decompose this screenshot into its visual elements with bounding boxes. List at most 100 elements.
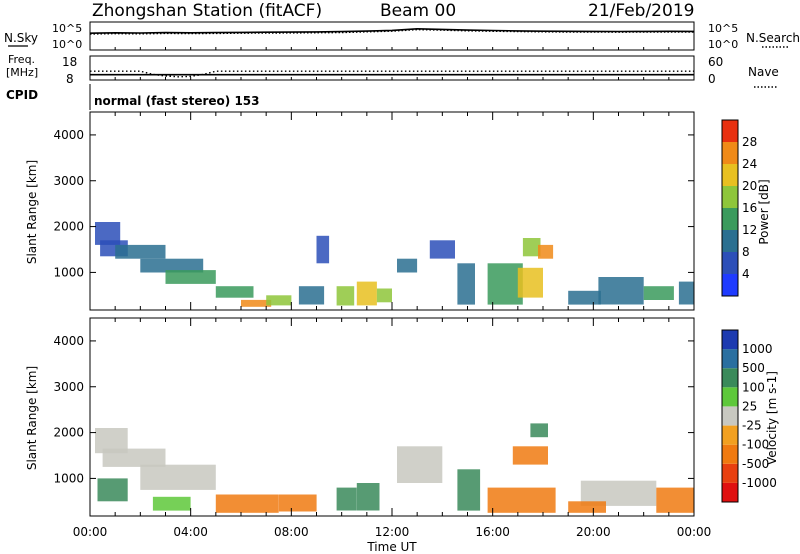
power-cbar-block-7 <box>722 120 738 142</box>
power-ytick-label-2: 3000 <box>53 174 84 188</box>
nave-tick-bottom: 0 <box>708 72 716 86</box>
velocity-ylabel: Slant Range [km] <box>25 366 39 470</box>
vel-cbar-block-4 <box>722 406 738 426</box>
xtick-label-4: 16:00 <box>475 525 510 539</box>
vel-cbar-block-0 <box>722 482 738 502</box>
xtick-label-3: 12:00 <box>375 525 410 539</box>
vel-cbar-block-3 <box>722 425 738 445</box>
power-patch-11 <box>356 281 377 306</box>
power-patch-17 <box>517 267 543 298</box>
vel-cbar-tick-4: -25 <box>742 419 762 433</box>
power-cbar-block-3 <box>722 208 738 230</box>
vel-ytick-label-0: 1000 <box>53 471 84 485</box>
power-patch-14 <box>429 240 455 259</box>
vel-patch-16 <box>656 487 695 513</box>
power-cbar-block-2 <box>722 230 738 252</box>
power-cbar-frame <box>721 119 739 297</box>
power-cbar-tick-1: 8 <box>742 245 750 259</box>
power-patch-3 <box>140 258 204 273</box>
vel-patch-15 <box>568 501 606 513</box>
power-patch-2 <box>115 244 166 259</box>
vel-patch-7 <box>336 487 357 511</box>
vel-patch-5 <box>215 494 279 513</box>
nsearch-label: N.Search <box>746 31 800 45</box>
power-ytick-label-0: 1000 <box>53 265 84 279</box>
beam-label: Beam 00 <box>380 1 456 21</box>
freq-tick-bottom: 8 <box>66 72 74 86</box>
vel-cbar-tick-6: -500 <box>742 457 769 471</box>
nsearch-tick-bottom: 10^0 <box>708 38 738 51</box>
vel-cbar-tick-1: 500 <box>742 361 765 375</box>
power-cbar-block-5 <box>722 164 738 186</box>
freq-nave-panel: Freq. [MHz] 18 8 60 0 Nave <box>6 53 779 88</box>
freq-panel-frame <box>89 55 695 81</box>
velocity-colorbar-label: Velocity [m s-1] <box>765 371 779 465</box>
station-title: Zhongshan Station (fitACF) <box>92 1 322 21</box>
nave-series <box>90 70 694 78</box>
power-cbar-tick-0: 4 <box>742 267 750 281</box>
power-cbar-tick-5: 24 <box>742 157 757 171</box>
power-colorbar: 4 8 12 16 20 24 28 <box>721 119 757 297</box>
vel-cbar-tick-0: 1000 <box>742 342 773 356</box>
power-cbar-block-4 <box>722 186 738 208</box>
freq-label-line1: Freq. <box>8 53 35 66</box>
xtick-label-2: 08:00 <box>274 525 309 539</box>
xaxis-label: Time UT <box>366 540 417 554</box>
power-patch-18 <box>522 238 541 257</box>
power-cbar-tick-6: 28 <box>742 135 757 149</box>
power-cbar-block-0 <box>722 274 738 296</box>
vel-patch-3 <box>140 464 216 490</box>
vel-cbar-block-1 <box>722 463 738 483</box>
power-cbar-tick-2: 12 <box>742 223 757 237</box>
power-patch-12 <box>376 288 392 303</box>
freq-label-line2: [MHz] <box>6 66 38 79</box>
power-ylabel: Slant Range [km] <box>25 160 39 264</box>
power-cbar-block-6 <box>722 142 738 164</box>
power-cbar-tick-3: 16 <box>742 201 757 215</box>
vel-patch-6 <box>278 494 317 512</box>
vel-ytick-label-2: 3000 <box>53 380 84 394</box>
nsky-tick-top: 10^5 <box>52 22 82 35</box>
vel-cbar-block-8 <box>722 330 738 350</box>
vel-patch-4 <box>152 496 191 511</box>
xtick-label-1: 04:00 <box>173 525 208 539</box>
vel-cbar-block-6 <box>722 368 738 388</box>
vel-patch-13 <box>530 423 548 438</box>
velocity-patches-group <box>95 423 695 513</box>
vel-ytick-label-1: 2000 <box>53 426 84 440</box>
noise-panel-frame <box>89 21 695 51</box>
power-patch-20 <box>568 290 601 305</box>
noise-series-group <box>89 27 695 35</box>
vel-cbar-tick-3: 25 <box>742 399 757 413</box>
power-patches-group <box>95 222 694 307</box>
power-patch-10 <box>336 286 355 306</box>
vel-cbar-block-7 <box>722 349 738 369</box>
power-cbar-tick-4: 20 <box>742 179 757 193</box>
power-ytick-label-1: 2000 <box>53 220 84 234</box>
vel-cbar-block-5 <box>722 387 738 407</box>
vel-ytick-label-3: 4000 <box>53 334 84 348</box>
power-cbar-block-1 <box>722 252 738 274</box>
vel-cbar-tick-2: 100 <box>742 380 765 394</box>
vel-cbar-tick-7: -1000 <box>742 476 777 490</box>
mode-label: normal (fast stereo) 153 <box>94 94 260 108</box>
power-patch-7 <box>266 295 292 306</box>
power-patch-5 <box>215 286 254 298</box>
vel-patch-12 <box>512 446 548 465</box>
nave-label: Nave <box>748 65 779 79</box>
cpid-label: CPID <box>6 88 38 102</box>
nsky-tick-bottom: 10^0 <box>52 38 82 51</box>
power-patch-21 <box>598 277 644 305</box>
nave-tick-top: 60 <box>708 55 723 69</box>
power-patch-22 <box>643 286 674 300</box>
freq-series-group <box>90 70 694 78</box>
power-patch-19 <box>538 244 554 259</box>
power-patch-9 <box>316 235 330 264</box>
freq-tick-top: 18 <box>62 55 77 69</box>
power-patch-8 <box>298 286 325 305</box>
nsky-label: N.Sky <box>4 31 38 45</box>
power-panel: 1000 2000 3000 4000 Slant Range [km] 4 8 12 16… <box>25 111 771 311</box>
power-patch-6 <box>241 299 272 307</box>
xtick-label-0: 00:00 <box>73 525 108 539</box>
